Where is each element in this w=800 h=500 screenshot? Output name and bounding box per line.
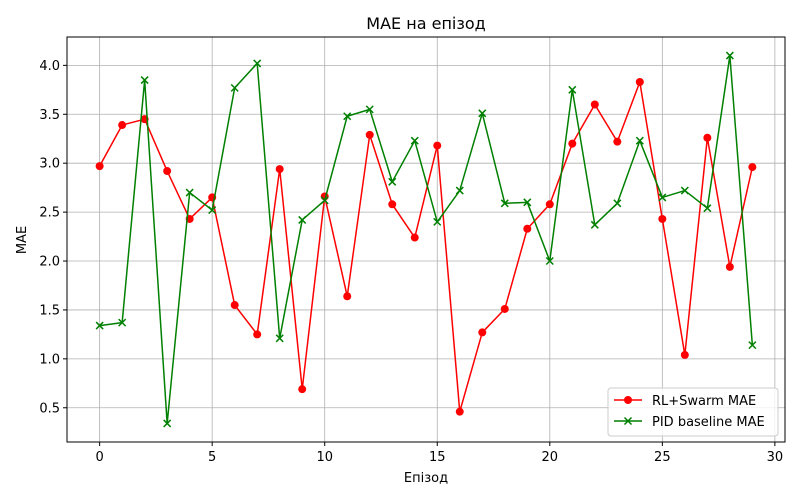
data-point-0 (253, 330, 262, 339)
x-tick-label: 0 (95, 450, 103, 465)
data-point-0 (703, 133, 712, 142)
y-tick-label: 2.0 (39, 255, 60, 270)
data-point-1 (703, 204, 712, 213)
legend-marker-rl-swarm (624, 396, 632, 404)
data-point-0 (478, 328, 487, 337)
data-point-0 (95, 162, 104, 171)
data-point-0 (680, 350, 689, 359)
x-tick-label: 15 (429, 450, 446, 465)
data-point-0 (500, 304, 509, 313)
data-point-1 (680, 186, 689, 195)
x-axis-label: Епізод (404, 471, 448, 486)
data-point-1 (320, 196, 329, 205)
data-point-0 (523, 224, 532, 233)
y-tick-label: 1.0 (39, 352, 60, 367)
y-tick-label: 2.5 (39, 206, 60, 221)
data-point-1 (590, 220, 599, 229)
legend-box (607, 387, 779, 437)
data-point-1 (185, 188, 194, 197)
legend: RL+Swarm MAE PID baseline MAE (607, 387, 779, 437)
data-point-1 (208, 206, 217, 215)
data-point-1 (545, 256, 554, 266)
data-point-0 (365, 130, 374, 139)
data-point-1 (658, 193, 667, 202)
x-tick-label: 30 (767, 450, 784, 465)
y-axis-label: MAE (15, 226, 30, 254)
x-tick-label: 25 (654, 450, 671, 465)
x-tick-label: 5 (208, 450, 216, 465)
data-point-0 (410, 233, 419, 242)
y-tick-label: 1.5 (39, 303, 60, 318)
chart-title: MAE на епізод (366, 14, 485, 33)
data-point-1 (748, 341, 757, 350)
data-point-0 (658, 214, 667, 223)
data-point-0 (635, 78, 644, 86)
y-tick-label: 0.5 (39, 401, 60, 416)
legend-label-rl-swarm: RL+Swarm MAE (652, 394, 756, 409)
data-point-0 (568, 139, 577, 148)
series-line-0 (98, 81, 754, 413)
ticks: 0 5 10 15 20 25 30 0.5 1.0 1.5 2.0 2.5 3.0 3.5 4.0 (39, 59, 783, 465)
data-point-0 (725, 262, 734, 271)
data-point-1 (365, 105, 374, 114)
data-point-0 (545, 200, 554, 209)
data-point-1 (343, 112, 352, 121)
data-point-1 (95, 321, 104, 330)
data-point-0 (590, 100, 599, 109)
data-point-1 (455, 186, 464, 195)
data-point-1 (163, 419, 172, 428)
data-point-0 (343, 292, 352, 301)
data-point-0 (230, 301, 239, 310)
data-point-0 (455, 407, 464, 416)
data-point-0 (613, 137, 622, 146)
data-point-1 (410, 136, 419, 145)
data-point-1 (568, 85, 577, 94)
data-point-0 (748, 163, 757, 172)
data-point-1 (230, 83, 239, 92)
data-point-1 (298, 215, 307, 224)
y-tick-label: 3.0 (39, 157, 60, 172)
data-point-1 (478, 109, 487, 118)
data-point-0 (163, 167, 172, 176)
data-point-0 (433, 141, 442, 150)
y-tick-label: 4.0 (39, 59, 60, 74)
y-tick-label: 3.5 (39, 108, 60, 123)
data-point-0 (118, 121, 127, 130)
x-tick-label: 10 (316, 450, 333, 465)
data-point-1 (613, 199, 622, 208)
series-layer (95, 51, 757, 428)
data-point-1 (433, 217, 442, 226)
legend-label-pid: PID baseline MAE (652, 415, 765, 430)
data-point-1 (140, 76, 149, 85)
data-point-1 (523, 198, 532, 207)
data-point-1 (388, 177, 397, 186)
data-point-1 (725, 51, 734, 60)
plot-frame (66, 36, 786, 443)
data-point-1 (635, 136, 644, 145)
data-point-1 (275, 334, 284, 343)
data-point-1 (500, 199, 509, 208)
data-point-1 (253, 59, 262, 68)
data-point-0 (388, 200, 397, 209)
grid (67, 37, 785, 442)
data-point-1 (118, 318, 127, 327)
legend-marker-pid (623, 416, 633, 426)
data-point-0 (275, 165, 284, 174)
x-tick-label: 20 (542, 450, 559, 465)
data-point-0 (298, 385, 307, 394)
